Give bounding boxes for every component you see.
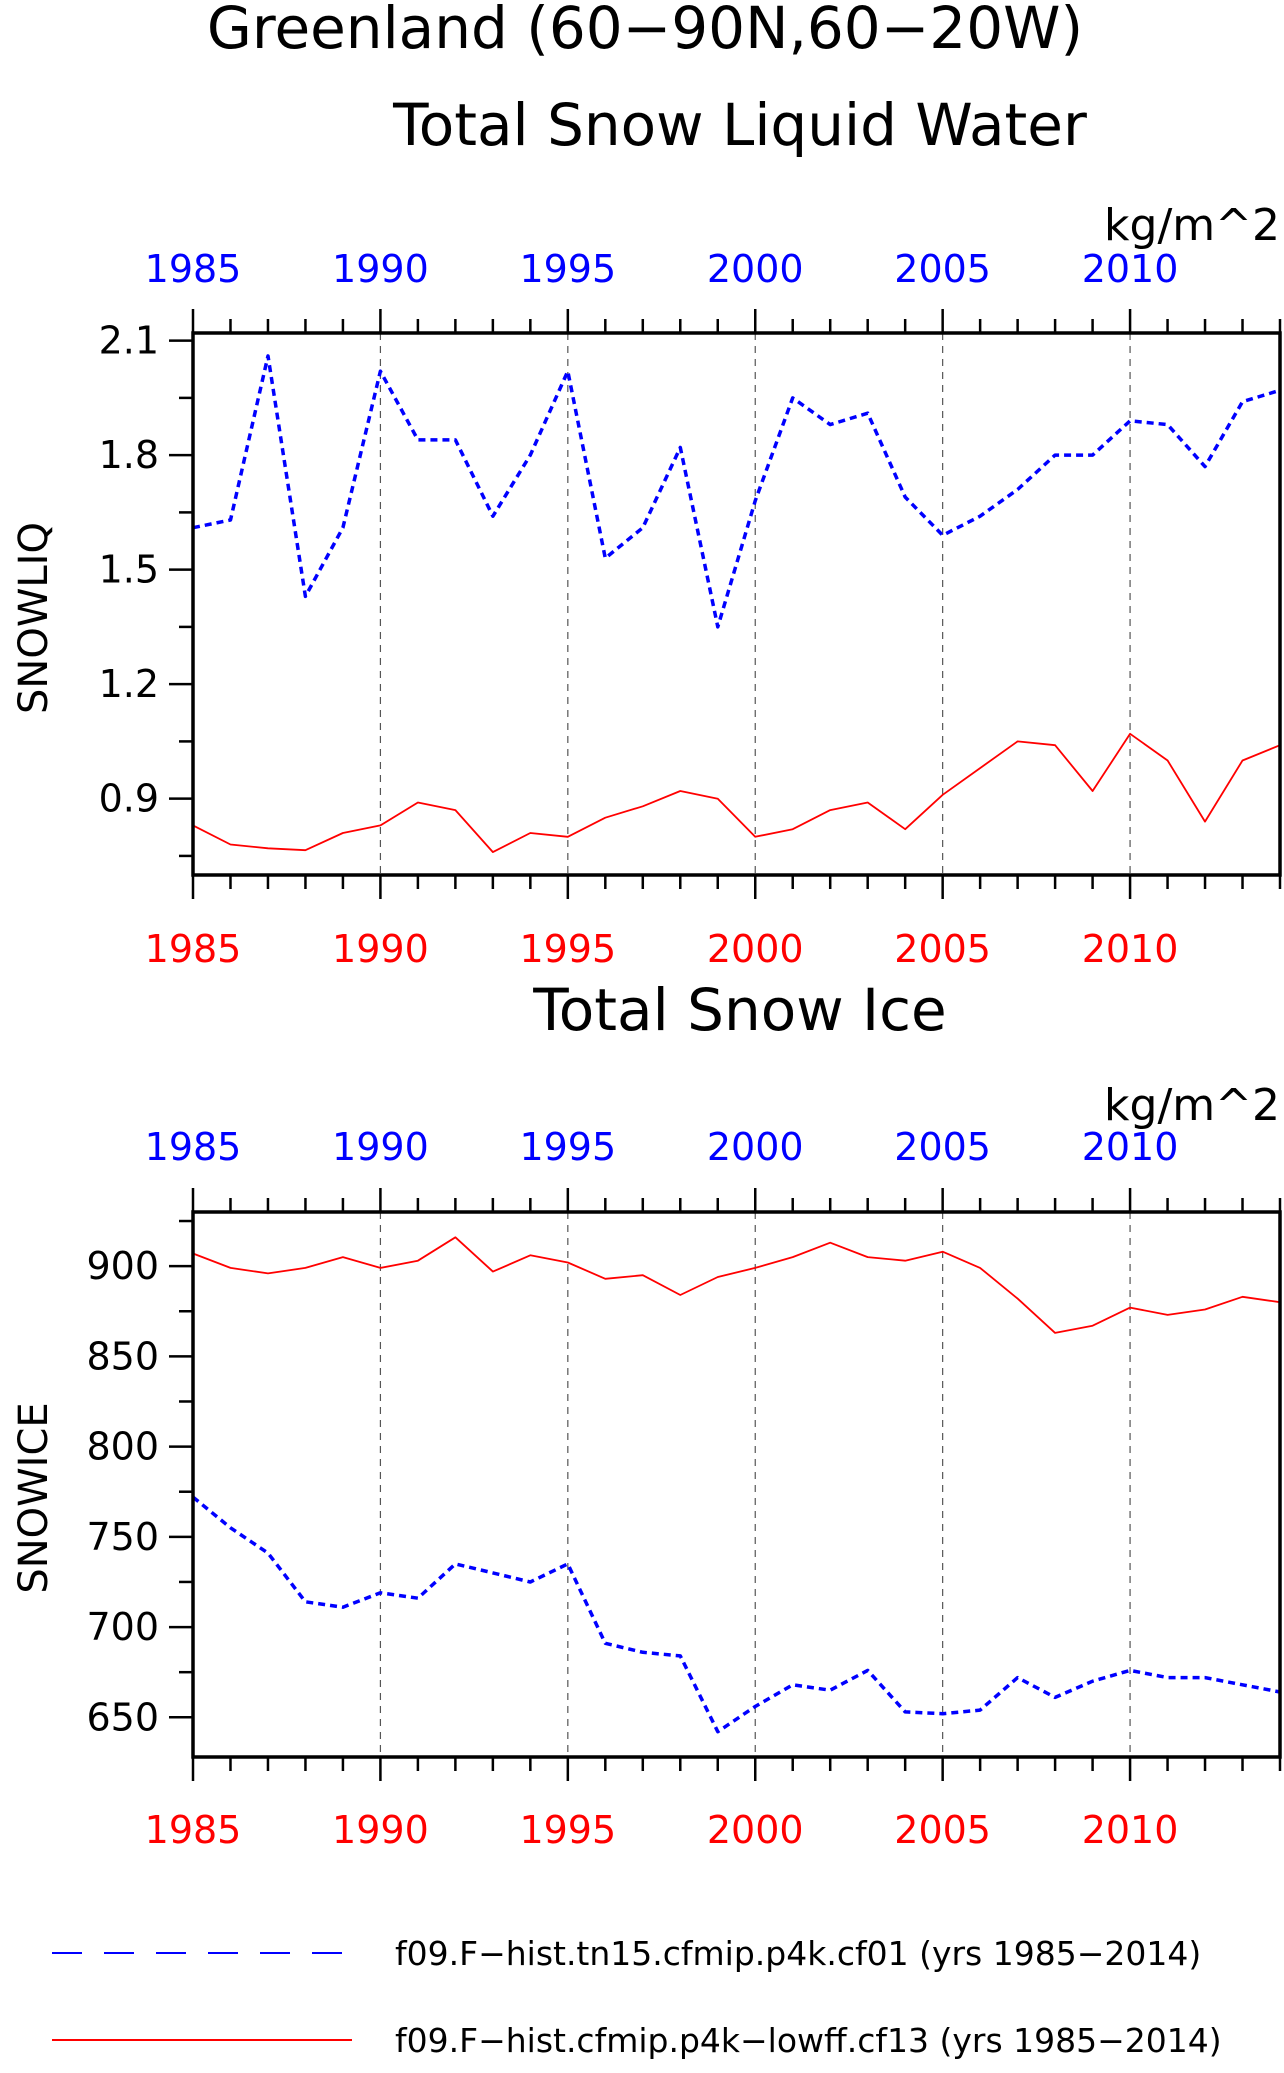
x-tick-label-bottom-1985: 1985 xyxy=(145,1808,242,1852)
x-tick-label-bottom-1995: 1995 xyxy=(519,1808,616,1852)
series-cf13-line xyxy=(192,1236,1281,1334)
y-tick-label-0.9: 0.9 xyxy=(99,777,159,821)
x-tick-label-top-2010: 2010 xyxy=(1082,247,1179,291)
units-label-2: kg/m^2 xyxy=(1104,1080,1280,1131)
x-tick-label-bottom-2005: 2005 xyxy=(894,1808,991,1852)
x-tick-label-bottom-2010: 2010 xyxy=(1082,1808,1179,1852)
y-tick-label-1.2: 1.2 xyxy=(99,662,159,706)
y-tick-label-750: 750 xyxy=(86,1515,159,1559)
x-tick-label-top-2005: 2005 xyxy=(894,1125,991,1169)
x-tick-label-top-1995: 1995 xyxy=(519,247,616,291)
x-tick-label-bottom-1985: 1985 xyxy=(145,927,242,971)
x-tick-label-bottom-2010: 2010 xyxy=(1082,927,1179,971)
legend-label-cf01: f09.F−hist.tn15.cfmip.p4k.cf01 (yrs 1985… xyxy=(395,1934,1201,1973)
y-tick-label-650: 650 xyxy=(86,1695,159,1739)
y-axis-label: SNOWICE xyxy=(11,1402,57,1593)
x-tick-label-top-1985: 1985 xyxy=(145,247,242,291)
y-tick-label-2.1: 2.1 xyxy=(99,319,159,363)
x-tick-label-top-2000: 2000 xyxy=(707,247,804,291)
x-tick-label-bottom-1990: 1990 xyxy=(332,1808,429,1852)
x-tick-label-top-2005: 2005 xyxy=(894,247,991,291)
chart-title-2: Total Snow Ice xyxy=(532,976,947,1044)
plot-frame xyxy=(191,331,1282,877)
y-tick-label-700: 700 xyxy=(86,1605,159,1649)
series-cf01-line xyxy=(191,1495,1281,1734)
x-tick-label-bottom-2005: 2005 xyxy=(894,927,991,971)
snowice-chart: 1985 1985 1990 1990 1995 1995 2000 2000 2005 2005… xyxy=(11,1125,1282,1852)
plot-frame xyxy=(191,1210,1282,1759)
x-tick-label-top-1995: 1995 xyxy=(519,1125,616,1169)
x-tick-label-bottom-2000: 2000 xyxy=(707,1808,804,1852)
x-tick-label-bottom-1995: 1995 xyxy=(519,927,616,971)
y-tick-label-850: 850 xyxy=(86,1334,159,1378)
snowliq-chart: 1985 1985 1990 1990 1995 1995 2000 2000 2005 2005… xyxy=(11,247,1282,971)
x-tick-label-top-1985: 1985 xyxy=(145,1125,242,1169)
x-tick-label-top-2010: 2010 xyxy=(1082,1125,1179,1169)
series-cf13-line xyxy=(192,732,1281,853)
y-tick-label-1.5: 1.5 xyxy=(99,548,159,592)
series-cf01-line xyxy=(192,354,1281,629)
x-tick-label-bottom-2000: 2000 xyxy=(707,927,804,971)
chart-title-1: Total Snow Liquid Water xyxy=(392,91,1087,159)
legend: f09.F−hist.tn15.cfmip.p4k.cf01 (yrs 1985… xyxy=(52,1934,1222,2060)
x-tick-label-bottom-1990: 1990 xyxy=(332,927,429,971)
figure-title-line1: Greenland (60−90N,60−20W) xyxy=(207,0,1083,62)
legend-label-cf13: f09.F−hist.cfmip.p4k−lowff.cf13 (yrs 198… xyxy=(395,2021,1222,2060)
units-label-1: kg/m^2 xyxy=(1104,200,1280,251)
y-tick-label-800: 800 xyxy=(86,1425,159,1469)
y-tick-label-1.8: 1.8 xyxy=(99,433,159,477)
x-tick-label-top-2000: 2000 xyxy=(707,1125,804,1169)
x-tick-label-top-1990: 1990 xyxy=(332,247,429,291)
x-tick-label-top-1990: 1990 xyxy=(332,1125,429,1169)
y-axis-label: SNOWLIQ xyxy=(11,522,57,714)
y-tick-label-900: 900 xyxy=(86,1244,159,1288)
